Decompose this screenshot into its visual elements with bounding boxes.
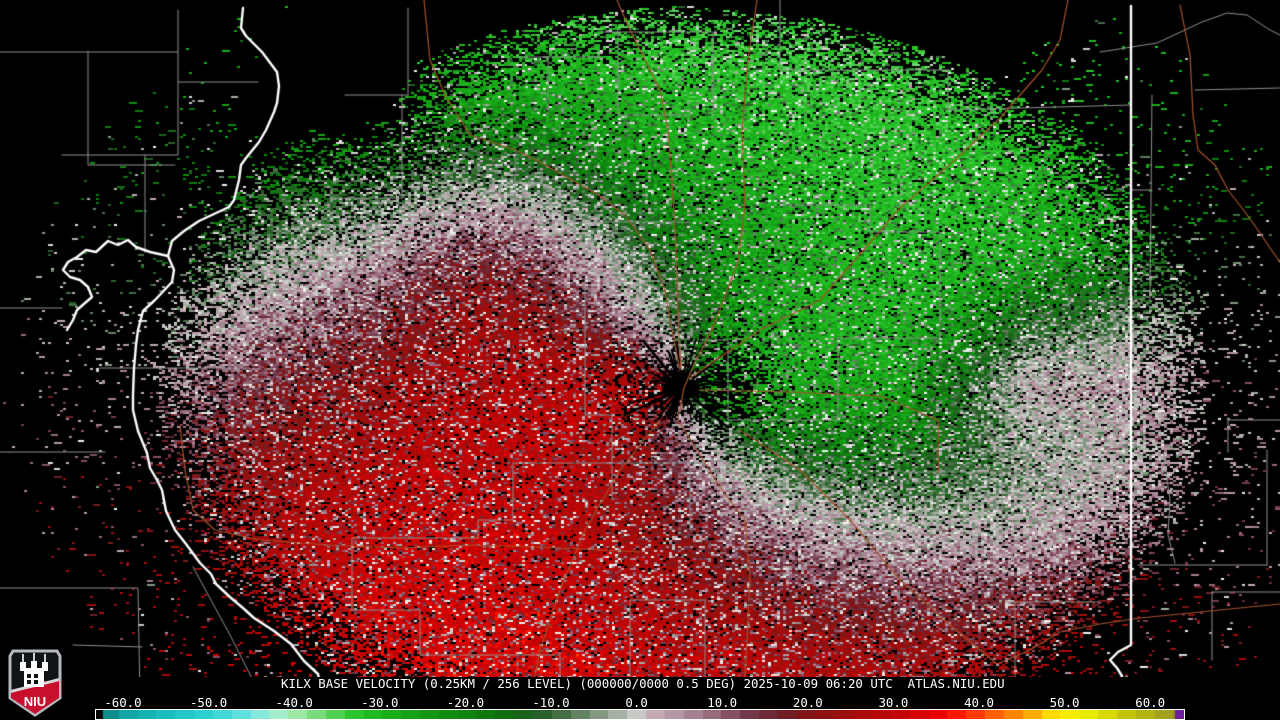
colorbar-label: -50.0 [189,695,228,710]
colorbar-label: -40.0 [275,695,313,710]
colorbar-label: 0.0 [625,695,648,710]
colorbar-label: -20.0 [446,695,485,710]
colorbar-gradient-canvas [96,710,1184,719]
colorbar-label: 50.0 [1049,695,1080,710]
colorbar-label: 30.0 [878,695,909,710]
colorbar-label: 10.0 [707,695,738,710]
colorbar-label: -60.0 [104,695,142,710]
status-bar-text: KILX BASE VELOCITY (0.25KM / 256 LEVEL) … [281,676,1005,691]
colorbar-label: 20.0 [792,695,823,710]
colorbar-label: -10.0 [532,695,570,710]
radar-map-canvas [0,0,1280,677]
colorbar-label: -30.0 [361,695,399,710]
niu-logo: NIU [8,649,62,717]
niu-wordmark: NIU [24,694,46,709]
velocity-colorbar [95,709,1185,720]
colorbar-labels: -60.0 -50.0 -40.0 -30.0 -20.0 -10.0 0.0 10.0 20.… [0,696,1280,709]
castle-icon [20,653,48,687]
colorbar-label: 60.0 [1135,695,1166,710]
colorbar-label: 40.0 [964,695,994,710]
